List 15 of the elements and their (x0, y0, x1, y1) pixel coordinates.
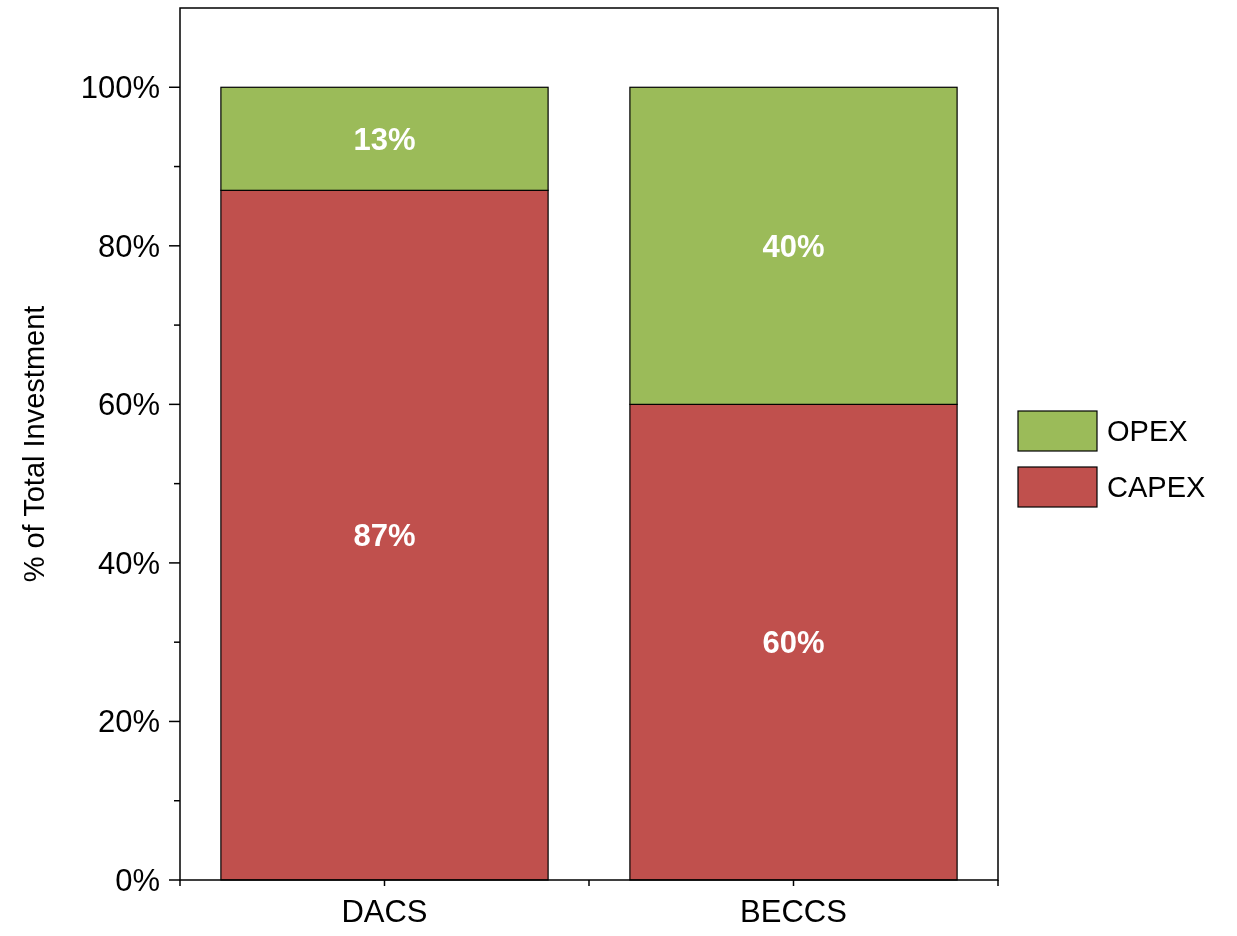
data-label: 87% (353, 518, 416, 554)
y-axis-title: % of Total Investment (18, 305, 50, 583)
y-tick-label: 40% (97, 545, 160, 581)
legend-label: CAPEX (1107, 471, 1206, 504)
x-tick-label: DACS (341, 894, 428, 929)
data-label: 60% (762, 625, 825, 661)
legend-label: OPEX (1107, 415, 1188, 448)
y-tick-label: 80% (97, 228, 160, 264)
y-tick-label: 20% (97, 704, 160, 740)
x-tick-label: BECCS (740, 894, 847, 929)
data-label: 13% (353, 121, 416, 157)
y-tick-label: 60% (97, 387, 160, 423)
data-label: 40% (762, 228, 825, 264)
y-tick-label: 100% (80, 70, 160, 106)
y-tick-label: 0% (115, 862, 160, 898)
